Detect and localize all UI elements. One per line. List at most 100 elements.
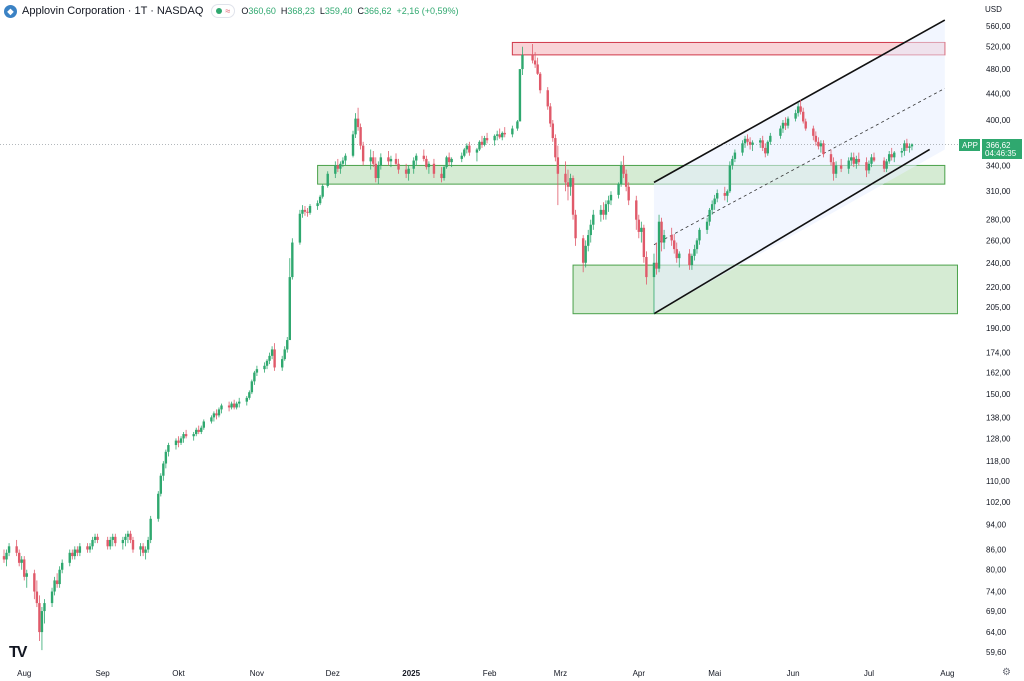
candle — [556, 145, 560, 206]
candle-body — [619, 165, 623, 185]
y-tick-label: 340,00 — [986, 161, 1011, 170]
candle — [794, 109, 797, 122]
candle-body — [493, 135, 496, 141]
candle-body — [442, 167, 446, 179]
candle-body — [197, 429, 200, 432]
candle — [374, 157, 377, 183]
candle-body — [389, 158, 393, 162]
candle-body — [885, 161, 888, 169]
resistance-zone[interactable] — [511, 41, 946, 56]
candle-body — [518, 69, 522, 122]
y-tick-label: 162,00 — [986, 369, 1011, 378]
candle-body — [645, 256, 648, 278]
candle — [407, 165, 410, 181]
candle — [867, 160, 871, 174]
candle — [723, 186, 726, 201]
candle — [114, 533, 117, 547]
candle — [501, 131, 504, 141]
candle — [731, 155, 734, 170]
candle-body — [321, 185, 324, 197]
candle — [746, 134, 749, 146]
candle — [498, 128, 501, 139]
candle — [268, 352, 271, 365]
x-tick-label: Okt — [172, 669, 185, 678]
tradingview-logo[interactable]: TV — [9, 644, 28, 661]
time-axis[interactable]: Aug Sep Okt Nov Dez 2025 Feb Mrz Apr Mai Jun Jul Aug — [17, 669, 954, 678]
candle — [726, 189, 729, 203]
candle — [235, 401, 238, 410]
candle — [71, 549, 74, 560]
candle-body — [498, 134, 501, 138]
candle — [220, 403, 223, 414]
symbol-title[interactable]: Applovin Corporation · 1T · NASDAQ — [22, 5, 204, 17]
x-tick-label: Nov — [250, 669, 264, 678]
candle-body — [855, 158, 858, 164]
candle — [2, 549, 6, 563]
candle-body — [554, 138, 557, 158]
market-status-pill[interactable]: ≈ — [211, 4, 236, 18]
y-tick-label: 310,00 — [986, 187, 1011, 196]
y-tick-label: 86,00 — [986, 546, 1007, 555]
low-value: 359,40 — [324, 6, 353, 16]
candle-body — [660, 221, 663, 243]
candle-body — [2, 556, 6, 560]
candle-body — [731, 158, 734, 166]
candle-body — [607, 200, 610, 205]
wave-icon: ≈ — [225, 6, 231, 16]
candle-body — [43, 603, 46, 612]
channel-upper-line[interactable] — [653, 19, 946, 184]
candle — [286, 337, 289, 353]
candle — [822, 140, 825, 158]
currency-label[interactable]: USD — [985, 5, 1002, 14]
support-zone[interactable] — [572, 264, 958, 315]
candle — [480, 135, 484, 148]
candle-body — [695, 240, 699, 250]
candle-body — [857, 158, 861, 163]
candle-body — [670, 235, 673, 241]
candle — [129, 530, 132, 544]
candle — [640, 221, 643, 243]
candle — [766, 140, 769, 156]
candle-body — [786, 118, 790, 126]
candle-body — [784, 122, 787, 126]
candle-body — [460, 155, 463, 159]
settings-gear-icon[interactable]: ⚙ — [1002, 667, 1011, 678]
candle-body — [726, 191, 729, 196]
candle-body — [850, 157, 853, 161]
candle — [478, 140, 481, 152]
candle-body — [478, 141, 481, 150]
candle-body — [17, 552, 21, 563]
candle — [164, 449, 168, 469]
candle — [566, 169, 570, 201]
candle — [250, 379, 254, 395]
candle-body — [268, 355, 271, 361]
candle-body — [794, 113, 797, 119]
candle-body — [283, 349, 286, 360]
candle — [748, 137, 752, 150]
y-tick-label: 174,00 — [986, 349, 1011, 358]
channel-middle-line[interactable] — [653, 88, 946, 246]
candle — [834, 161, 838, 179]
candle-body — [265, 360, 269, 366]
candle-body — [182, 434, 185, 439]
candle — [298, 209, 302, 245]
close-value: 366,62 — [363, 6, 392, 16]
candle — [149, 515, 152, 544]
candle — [291, 238, 294, 280]
candle — [182, 431, 185, 443]
candle — [495, 130, 499, 141]
candle — [96, 533, 99, 544]
candle — [660, 217, 663, 252]
candle — [157, 491, 160, 522]
candle — [483, 135, 486, 147]
candle-body — [764, 147, 767, 154]
price-axis[interactable]: 560,00520,00480,00440,00400,00370,00340,… — [986, 22, 1011, 657]
candle-body — [20, 559, 23, 563]
candle — [210, 415, 213, 424]
candle — [232, 399, 236, 410]
channel-lower-line[interactable] — [653, 148, 931, 315]
candle — [521, 46, 524, 75]
candle — [468, 141, 471, 156]
candle — [733, 149, 737, 163]
